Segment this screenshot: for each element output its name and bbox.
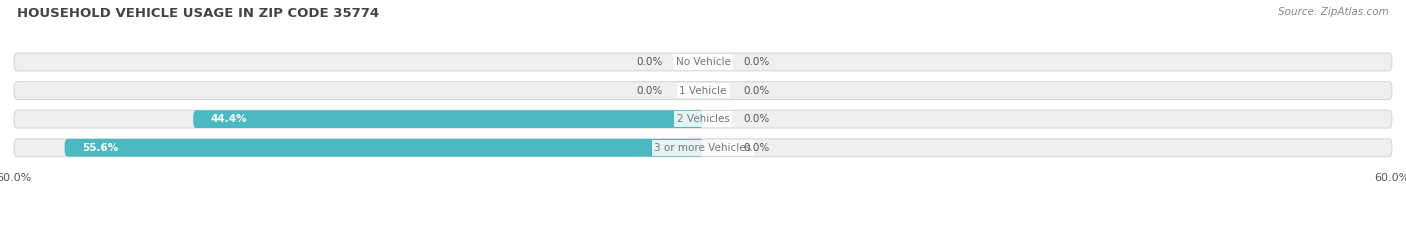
Text: 0.0%: 0.0% <box>637 86 662 96</box>
Text: 3 or more Vehicles: 3 or more Vehicles <box>654 143 752 153</box>
FancyBboxPatch shape <box>14 110 1392 128</box>
Text: 1 Vehicle: 1 Vehicle <box>679 86 727 96</box>
Text: 0.0%: 0.0% <box>744 86 769 96</box>
Text: No Vehicle: No Vehicle <box>675 57 731 67</box>
Text: 0.0%: 0.0% <box>637 57 662 67</box>
Text: 0.0%: 0.0% <box>744 143 769 153</box>
Text: 2 Vehicles: 2 Vehicles <box>676 114 730 124</box>
FancyBboxPatch shape <box>65 139 703 157</box>
Text: HOUSEHOLD VEHICLE USAGE IN ZIP CODE 35774: HOUSEHOLD VEHICLE USAGE IN ZIP CODE 3577… <box>17 7 380 20</box>
FancyBboxPatch shape <box>14 53 1392 71</box>
Text: 44.4%: 44.4% <box>211 114 247 124</box>
Text: 0.0%: 0.0% <box>744 57 769 67</box>
Text: 0.0%: 0.0% <box>744 114 769 124</box>
FancyBboxPatch shape <box>14 82 1392 99</box>
FancyBboxPatch shape <box>14 139 1392 157</box>
Text: Source: ZipAtlas.com: Source: ZipAtlas.com <box>1278 7 1389 17</box>
FancyBboxPatch shape <box>193 110 703 128</box>
Text: 55.6%: 55.6% <box>82 143 118 153</box>
